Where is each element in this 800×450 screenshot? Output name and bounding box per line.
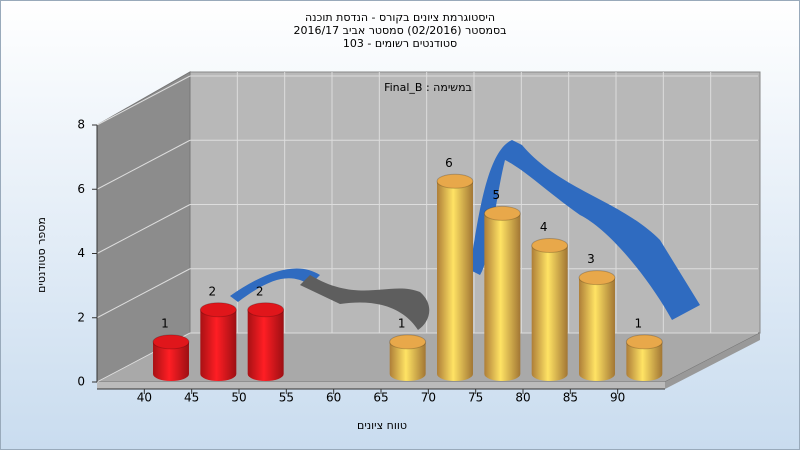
- bar: [247, 309, 284, 381]
- bar: [153, 341, 189, 381]
- grid-line: [96, 139, 191, 190]
- grid-line: [96, 268, 191, 319]
- bar: [531, 245, 568, 381]
- bar: [579, 277, 615, 382]
- bar-top: [436, 173, 474, 189]
- value-label: 3: [587, 252, 595, 266]
- y-tick-label: 8: [77, 118, 85, 132]
- x-tick-label: 65: [373, 391, 388, 405]
- value-label: 5: [493, 188, 501, 202]
- x-tick-label: 90: [610, 391, 625, 405]
- bar-top: [483, 205, 521, 221]
- bar-top: [578, 270, 616, 286]
- bar-top: [389, 334, 427, 350]
- x-tick-label: 55: [279, 391, 294, 405]
- value-label: 2: [256, 284, 264, 298]
- x-tick-label: 70: [421, 391, 436, 405]
- y-axis-label: מספר סטודנטים: [35, 217, 48, 293]
- curve: [300, 275, 430, 330]
- bar-top: [199, 302, 237, 318]
- x-tick-label: 40: [137, 391, 152, 405]
- annotation: במשימה : Final_B: [384, 81, 472, 94]
- bar: [484, 213, 521, 381]
- x-tick-label: 75: [468, 391, 483, 405]
- bar-top: [152, 334, 190, 350]
- value-label: 1: [161, 316, 169, 330]
- y-tick-label: 2: [77, 310, 85, 324]
- x-tick-label: 60: [326, 391, 341, 405]
- y-tick-label: 6: [77, 182, 85, 196]
- curve: [470, 140, 700, 320]
- value-label: 6: [445, 156, 453, 170]
- y-tick-label: 4: [77, 246, 85, 260]
- bar: [389, 341, 426, 381]
- x-tick-label: 50: [231, 391, 246, 405]
- grid-line: [96, 75, 191, 126]
- x-tick-label: 85: [563, 391, 578, 405]
- value-label: 2: [209, 284, 217, 298]
- chart-title: היסטוגרמת ציונים בקורס - הנדסת תוכנה: [305, 11, 495, 24]
- x-tick-label: 80: [515, 391, 530, 405]
- chart-subtitle: בסמסטר (02/2016) סמסטר אביב 2016/17: [293, 24, 506, 37]
- bar: [626, 341, 663, 381]
- x-axis-label: טווח ציונים: [357, 419, 407, 432]
- value-label: 4: [540, 220, 548, 234]
- bar: [437, 181, 473, 381]
- floor-front: [97, 382, 665, 389]
- bar: [200, 309, 237, 381]
- bar-top: [625, 334, 663, 350]
- value-label: 1: [398, 316, 406, 330]
- x-tick-label: 45: [184, 391, 199, 405]
- bar-top: [531, 238, 569, 253]
- chart-subtitle: סטודנטים רשומים - 103: [343, 37, 457, 50]
- y-tick-label: 0: [77, 375, 85, 389]
- value-label: 1: [635, 316, 643, 330]
- bar-top: [247, 302, 285, 318]
- grid-line: [96, 204, 191, 254]
- floor-edge: [665, 333, 760, 389]
- curve: [230, 268, 320, 302]
